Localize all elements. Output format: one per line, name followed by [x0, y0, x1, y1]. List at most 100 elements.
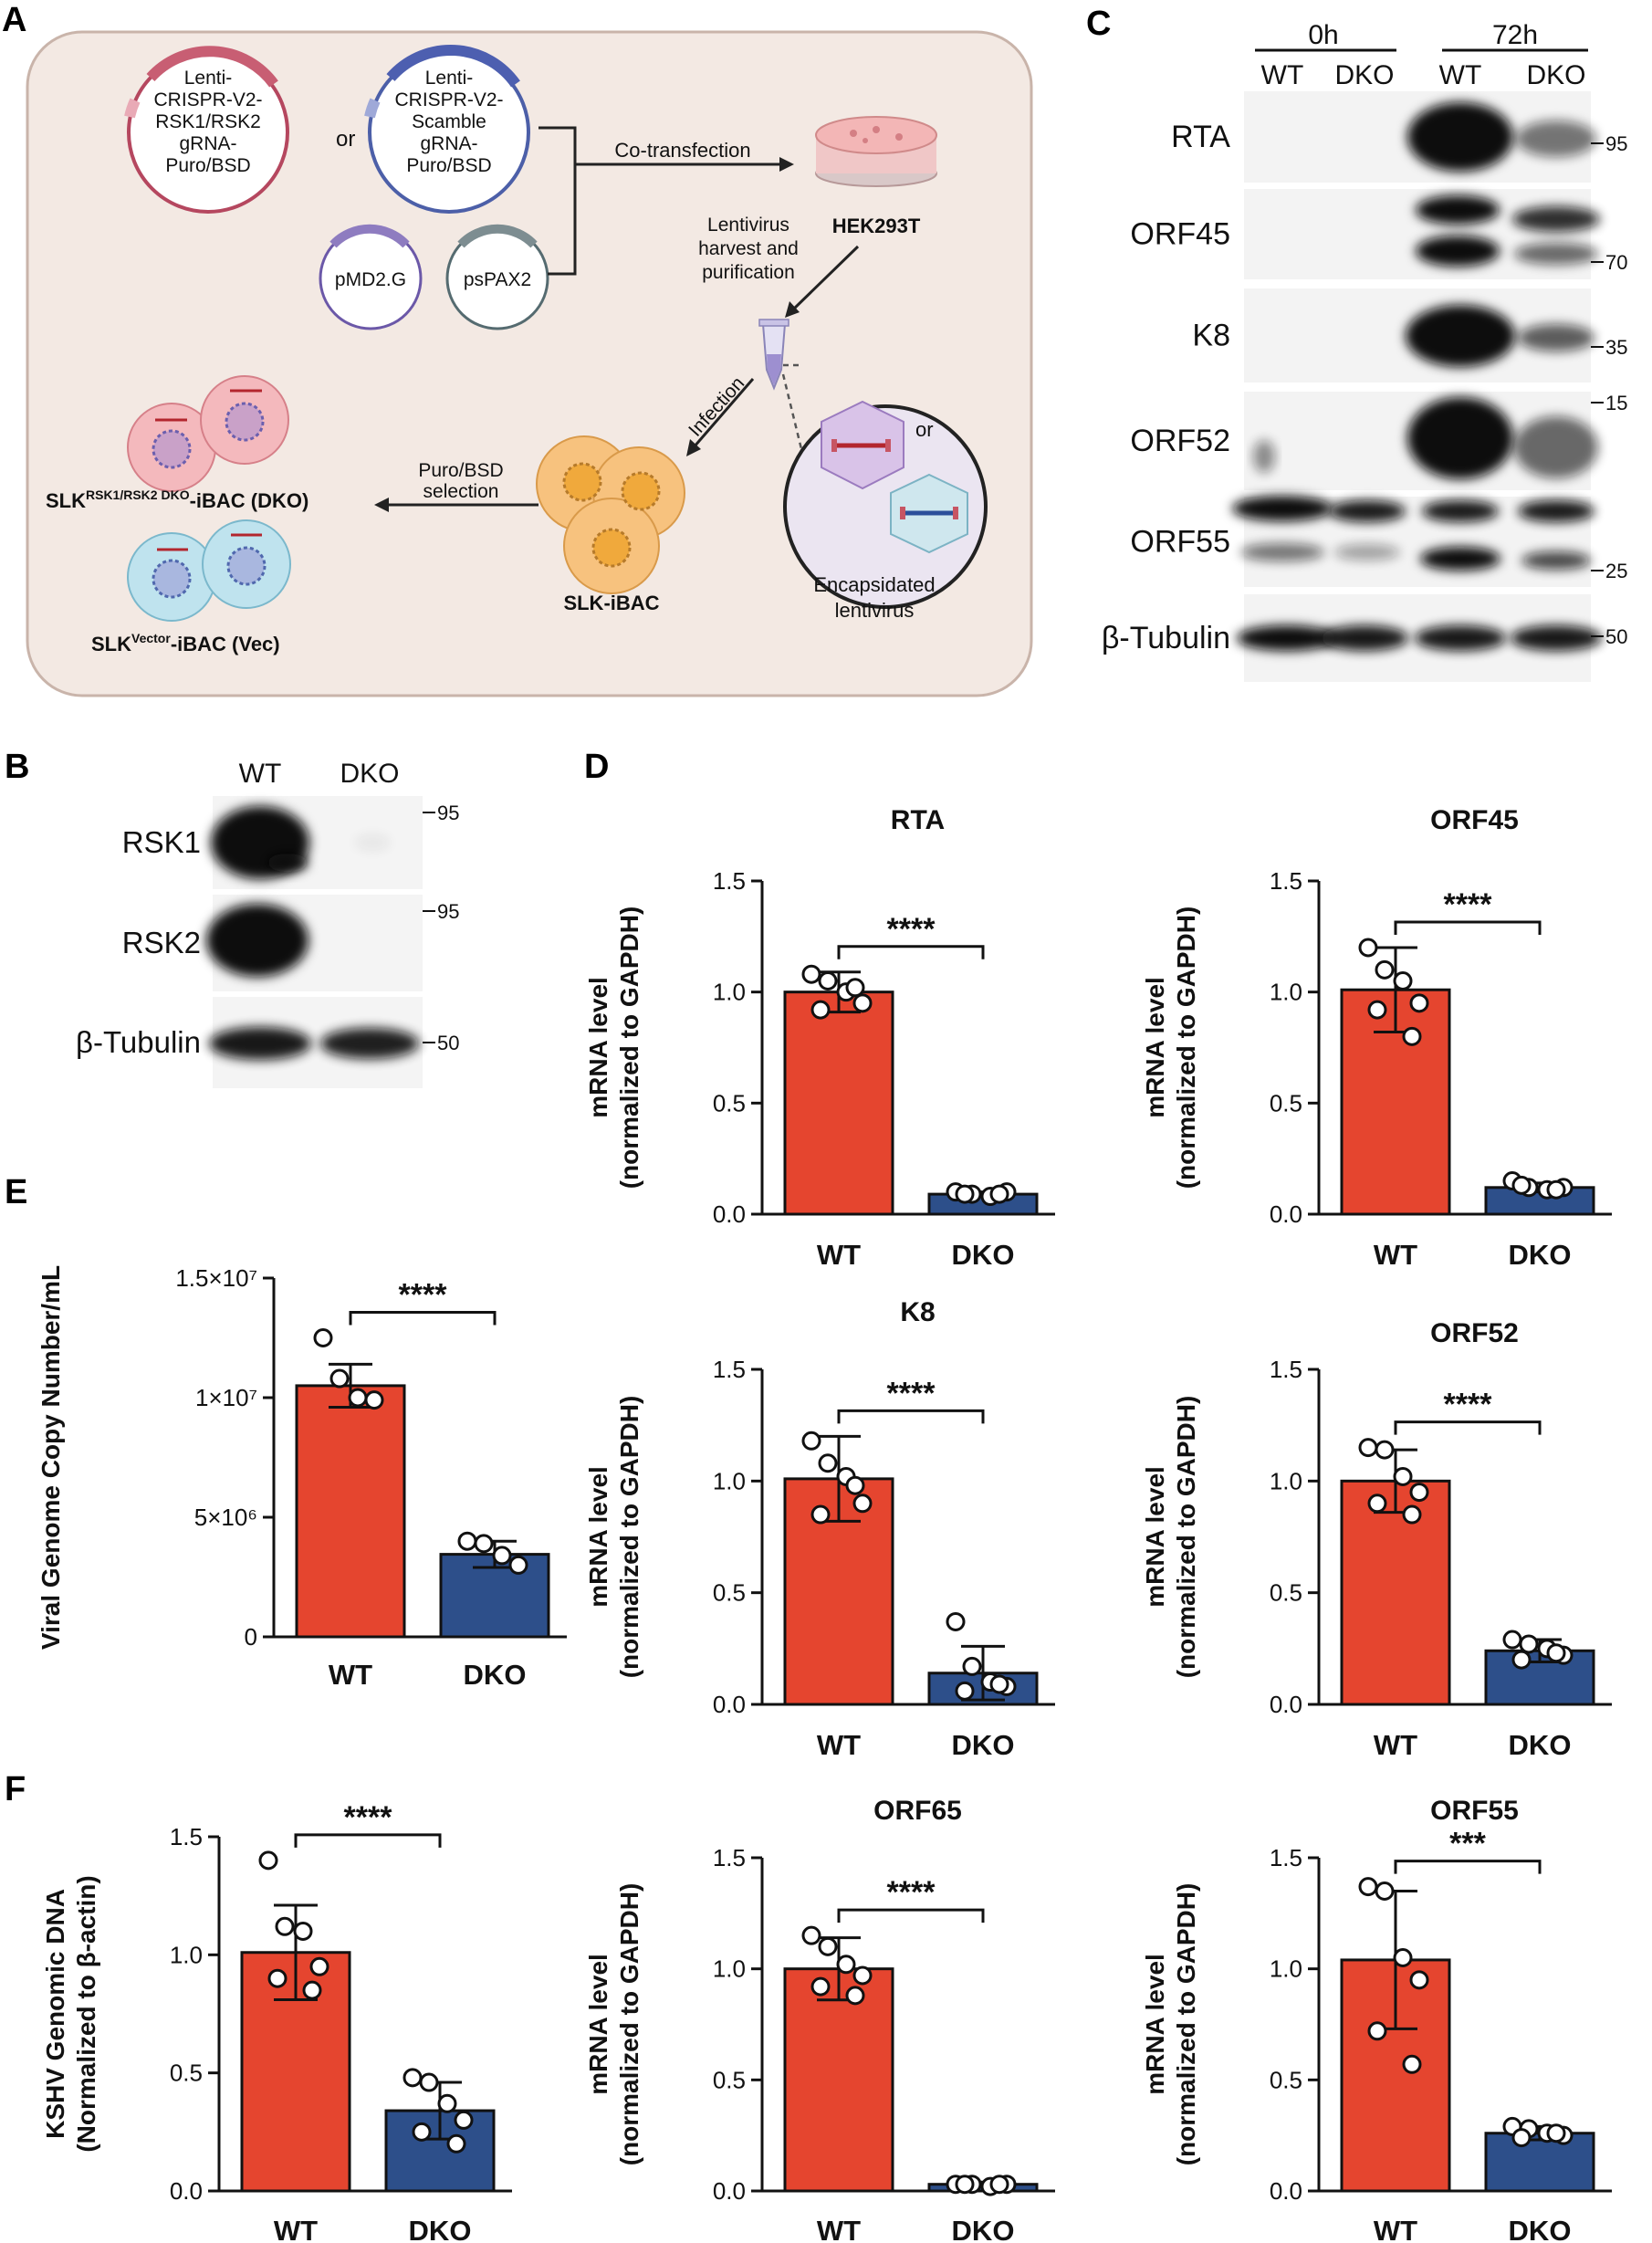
data-point	[845, 1475, 865, 1495]
blot-c-band	[1518, 324, 1594, 351]
data-point	[955, 1681, 975, 1701]
panel-label-a: A	[2, 1, 26, 39]
data-point	[446, 2133, 466, 2154]
slk-ibac-label: SLK-iBAC	[563, 592, 659, 614]
y-tick-label: 0.5	[713, 1089, 746, 1116]
data-point	[852, 1965, 873, 1986]
data-point	[258, 1850, 278, 1871]
chart-title: RTA	[891, 805, 945, 835]
blot-b-lane-label: WT	[239, 759, 282, 789]
vector-cells-icon	[127, 519, 291, 622]
data-point	[1393, 971, 1413, 990]
y-tick-label: 1.0	[170, 1941, 203, 1968]
data-point	[1546, 2123, 1566, 2143]
blot-c-band	[1516, 121, 1596, 157]
data-point	[818, 971, 838, 990]
selection-arrowhead	[374, 498, 389, 512]
y-axis-label-line: KSHV Genomic DNA	[41, 1889, 69, 2139]
y-axis-label: Viral Genome Copy Number/mL	[37, 1265, 65, 1650]
blot-c-band	[1406, 305, 1515, 367]
blot-c-lane-label: DKO	[1526, 60, 1585, 90]
data-point	[1393, 1466, 1413, 1486]
blot-c-band	[1334, 544, 1400, 561]
data-point	[313, 1328, 333, 1347]
data-point	[962, 1656, 982, 1676]
y-axis-label-line: mRNA level	[1141, 1466, 1169, 1608]
hek293t-label: HEK293T	[832, 215, 921, 237]
x-category-label: DKO	[1509, 1239, 1572, 1271]
x-category-label: WT	[817, 2215, 861, 2243]
chart-title: ORF55	[1430, 1796, 1519, 1826]
blot-c-band	[1422, 500, 1499, 522]
chart-d-rta: 0.0 0.5 1.0 1.5 mRNA level (normalized to GAP…	[584, 805, 1055, 1271]
blot-c-band	[1521, 551, 1591, 570]
pspax2-label: psPAX2	[464, 269, 531, 290]
blot-c-marker-label: 15	[1605, 392, 1627, 414]
x-category-label: WT	[1374, 1239, 1417, 1271]
blot-b-band	[320, 1028, 419, 1059]
chart-e: 0 5×10⁶ 1×10⁷ 1.5×10⁷ Viral Genome Copy Numb…	[37, 1264, 567, 1691]
y-axis-label: mRNA level (normalized to GAPDH)	[1141, 1396, 1200, 1679]
data-point	[801, 1431, 821, 1451]
data-point	[329, 1368, 350, 1389]
data-point	[1358, 1877, 1378, 1897]
dko-cells-label: SLKRSK1/RSK2 DKO-iBAC (DKO)	[46, 487, 308, 512]
y-axis-label-line: mRNA level	[584, 977, 612, 1118]
x-category-label: WT	[1374, 1729, 1417, 1761]
data-point	[1375, 1440, 1395, 1460]
y-tick-label: 1.5	[1270, 1844, 1302, 1871]
y-axis-label-line: (normalized to GAPDH)	[615, 907, 643, 1190]
x-category-label: DKO	[1509, 2215, 1572, 2243]
data-point	[293, 1921, 313, 1941]
data-point	[437, 2093, 457, 2113]
plasmid-rsk-icon	[124, 46, 289, 214]
hek293t-dish-icon	[815, 116, 937, 187]
bar-wt	[783, 990, 894, 1216]
significance-bracket	[837, 1908, 985, 1923]
data-point	[1519, 1634, 1539, 1654]
y-tick-label: 1×10⁷	[195, 1384, 257, 1411]
data-point	[1511, 1175, 1532, 1195]
y-axis-label: mRNA level (normalized to GAPDH)	[1141, 907, 1200, 1190]
data-point	[1409, 1970, 1429, 1990]
y-tick-label: 0.5	[1270, 2066, 1302, 2093]
y-axis-label-line: (normalized to GAPDH)	[1172, 1396, 1200, 1679]
y-tick-label: 0.0	[713, 1200, 746, 1228]
data-point	[1546, 1643, 1566, 1663]
blot-b-band	[206, 904, 308, 977]
data-point	[946, 1611, 966, 1631]
blot-c-marker-label: 50	[1605, 625, 1627, 648]
x-category-label: DKO	[952, 1729, 1015, 1761]
blot-c-marker-label: 70	[1605, 251, 1627, 274]
plasmid-pmd2g-icon	[319, 224, 423, 330]
data-point	[801, 964, 821, 984]
data-point	[1358, 938, 1378, 958]
data-point	[1375, 959, 1395, 980]
or-label-virus: or	[915, 418, 934, 441]
data-point	[419, 2072, 439, 2092]
blot-c-band	[1253, 440, 1275, 473]
chart-title: ORF52	[1430, 1318, 1519, 1348]
y-axis-label-line: (normalized to GAPDH)	[615, 1883, 643, 2166]
data-point	[852, 993, 873, 1013]
blot-c-timepoint: 0h	[1308, 20, 1338, 50]
data-point	[1511, 1650, 1532, 1670]
y-axis-label-line: mRNA level	[584, 1954, 612, 2095]
y-tick-label: 1.5	[713, 867, 746, 895]
x-category-label: DKO	[952, 2215, 1015, 2243]
blot-c-lane-label: DKO	[1334, 60, 1394, 90]
y-tick-label: 0.0	[170, 2177, 203, 2205]
data-point	[989, 1674, 1009, 1694]
bar-wt	[1340, 988, 1451, 1216]
blot-b-band	[267, 854, 308, 872]
panel-label-e: E	[5, 1173, 27, 1211]
x-category-label: WT	[1374, 2215, 1417, 2243]
data-point	[989, 2175, 1009, 2195]
bar-dko	[1484, 2132, 1595, 2193]
western-blot-c: 0h 72h WT DKO WT DKO RTA 95 ORF45 70 K8 35 ORF52 15 OR…	[1102, 20, 1627, 682]
western-blot-b: WT DKO RSK1 95 RSK2 95 β-Tubulin 50	[76, 759, 459, 1088]
plasmid-pspax2-icon	[445, 224, 549, 330]
significance-bracket	[837, 945, 985, 959]
significance-label: ****	[344, 1800, 393, 1835]
